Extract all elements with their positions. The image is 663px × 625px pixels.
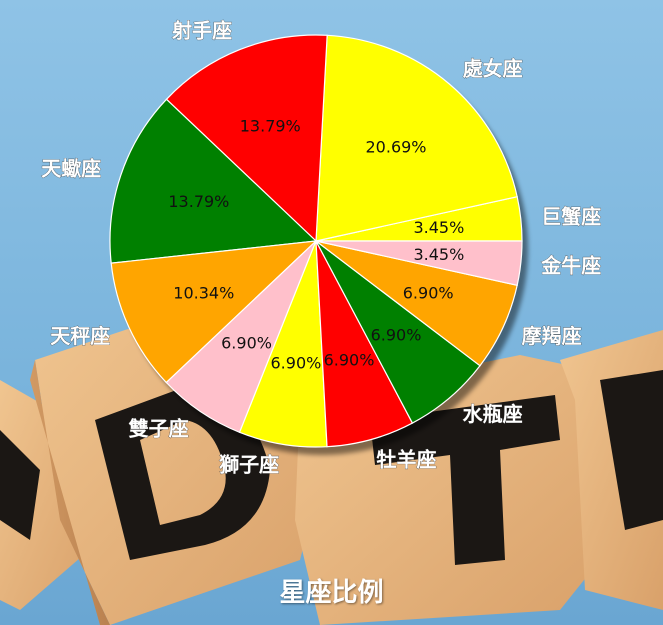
pie-category-label: 天秤座 bbox=[50, 324, 110, 348]
pie-percent-label: 6.90% bbox=[403, 283, 454, 302]
pie-slice bbox=[109, 98, 318, 264]
pie-percent-label: 6.90% bbox=[371, 326, 422, 345]
pie-percent-label: 6.90% bbox=[221, 334, 272, 353]
pie-category-label: 巨蟹座 bbox=[541, 204, 601, 228]
pie-slice bbox=[315, 240, 523, 287]
pie-slice bbox=[110, 240, 318, 384]
pie-category-label: 處女座 bbox=[463, 56, 523, 80]
pie-category-label: 雙子座 bbox=[129, 416, 189, 440]
pie-percent-label: 10.34% bbox=[173, 283, 234, 302]
pie-category-label: 牡羊座 bbox=[377, 447, 437, 471]
pie-category-label: 天蠍座 bbox=[41, 157, 101, 181]
pie-category-label: 射手座 bbox=[171, 18, 232, 42]
pie-slice bbox=[165, 34, 328, 243]
pie-category-label: 摩羯座 bbox=[522, 324, 582, 348]
pie-slices bbox=[109, 34, 523, 448]
pie-percent-label: 3.45% bbox=[413, 218, 464, 237]
pie-percent-labels: 3.45%20.69%13.79%13.79%10.34%6.90%6.90% 6… bbox=[168, 117, 464, 373]
pie-category-label: 金牛座 bbox=[540, 254, 601, 278]
pie-percent-label: 6.90% bbox=[271, 353, 322, 372]
chart-title: 星座比例 bbox=[279, 578, 384, 608]
pie-percent-label: 6.90% bbox=[324, 351, 375, 370]
pie-category-label: 獅子座 bbox=[219, 453, 279, 477]
pie-percent-label: 13.79% bbox=[168, 192, 229, 211]
pie-percent-label: 3.45% bbox=[413, 245, 464, 264]
pie-slice bbox=[315, 34, 518, 242]
pie-percent-label: 20.69% bbox=[366, 137, 427, 156]
pie-category-label: 水瓶座 bbox=[463, 402, 523, 426]
wooden-block-right bbox=[560, 330, 663, 610]
pie-percent-label: 13.79% bbox=[240, 117, 301, 136]
